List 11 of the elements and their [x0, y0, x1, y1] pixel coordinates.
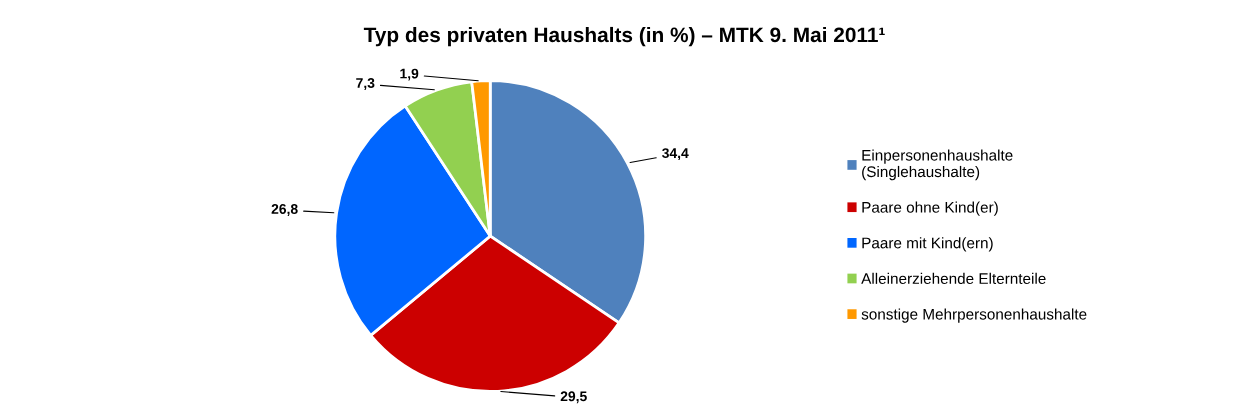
legend-label: Alleinerziehende Elternteile [861, 272, 1046, 285]
data-label: 34,4 [662, 148, 689, 161]
legend-label: Einpersonenhaushalte (Singlehaushalte) [862, 149, 1013, 181]
data-label: 26,8 [271, 204, 298, 216]
chart-title: Typ des privaten Haushalts (in %) – MTK 9. Mai 2011¹ [363, 26, 885, 47]
legend-label: Paare mit Kind(ern) [862, 237, 993, 252]
legend-label: sonstige Mehrpersonenhaushalte [861, 308, 1087, 323]
legend-label: Paare ohne Kind(er) [862, 201, 998, 216]
data-label: 7,3 [356, 78, 375, 90]
data-label: 1,9 [400, 68, 419, 81]
data-label: 29,5 [560, 391, 587, 404]
